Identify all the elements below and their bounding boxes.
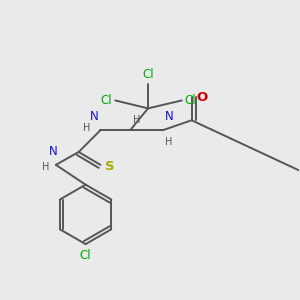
Text: N: N: [49, 145, 58, 158]
Text: S: S: [105, 160, 115, 173]
Text: N: N: [90, 110, 98, 123]
Text: Cl: Cl: [185, 94, 196, 107]
Text: H: H: [83, 123, 90, 133]
Text: Cl: Cl: [101, 94, 112, 107]
Text: H: H: [165, 137, 172, 147]
Text: Cl: Cl: [142, 68, 154, 81]
Text: Cl: Cl: [80, 249, 92, 262]
Text: O: O: [196, 91, 208, 104]
Text: H: H: [42, 162, 50, 172]
Text: N: N: [165, 110, 174, 123]
Text: H: H: [133, 115, 140, 125]
